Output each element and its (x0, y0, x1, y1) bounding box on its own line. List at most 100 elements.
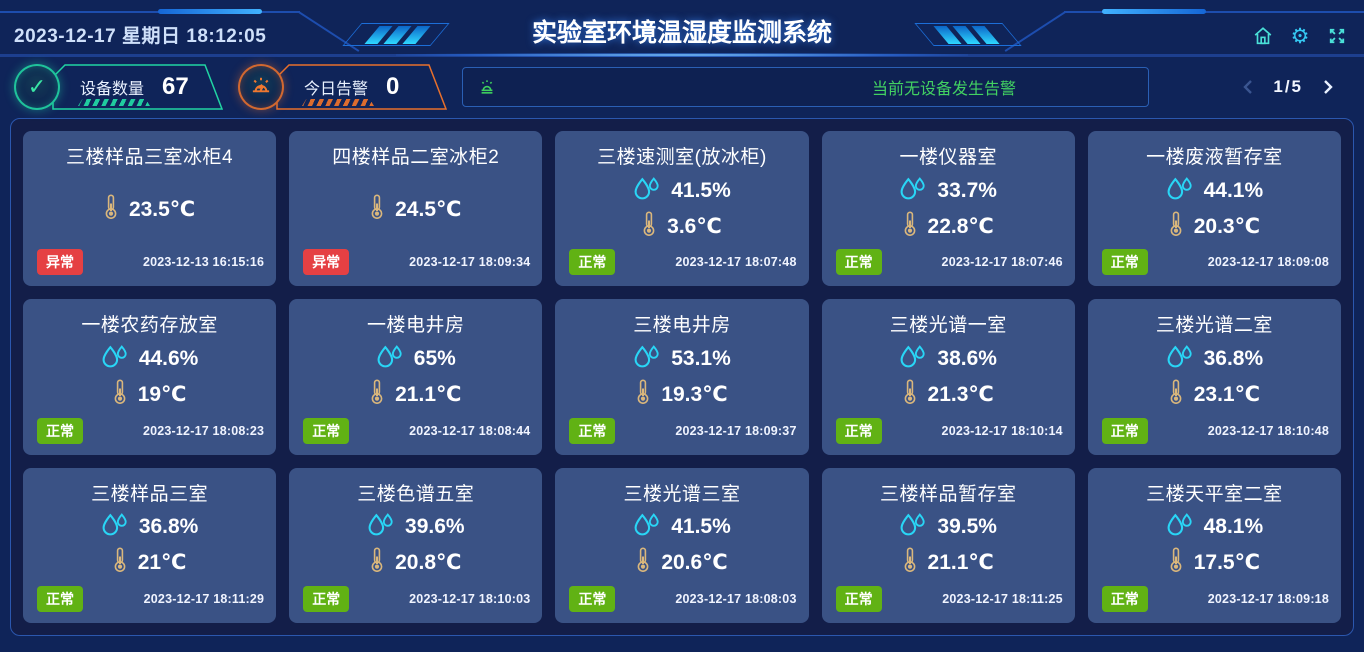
device-card[interactable]: 一楼电井房 65% (289, 299, 543, 455)
siren-icon (238, 64, 284, 110)
humidity-value: 41.5% (671, 178, 731, 202)
page-indicator: 1/5 (1273, 77, 1303, 96)
device-count-box: 设备数量 67 (52, 64, 224, 110)
device-card[interactable]: 三楼速测室(放冰柜) 41.5% (555, 131, 809, 287)
room-name: 三楼样品暂存室 (879, 483, 1017, 505)
device-card[interactable]: 三楼样品暂存室 39.5% (821, 467, 1075, 623)
humidity-reading: 65% (289, 345, 542, 373)
current-datetime: 2023-12-17 星期日 18:12:05 (14, 26, 267, 47)
humidity-reading: 39.6% (289, 513, 542, 541)
fullscreen-icon[interactable] (1326, 25, 1348, 47)
thermometer-icon (113, 379, 127, 410)
humidity-icon (367, 513, 394, 541)
gear-icon[interactable]: ⚙ (1290, 24, 1310, 48)
card-footer: 正常 2023-12-17 18:10:14 (822, 417, 1075, 455)
status-badge: 正常 (835, 249, 882, 276)
temperature-value: 20.3℃ (1193, 214, 1261, 238)
card-readings: 41.5% 3.6℃ (555, 169, 808, 249)
status-badge: 正常 (37, 585, 83, 612)
device-card[interactable]: 三楼色谱五室 39.6% (289, 467, 543, 623)
room-name: 三楼光谱二室 (1155, 315, 1273, 337)
card-footer: 正常 2023-12-17 18:10:03 (289, 585, 542, 623)
pagination: 1/5 (1163, 77, 1348, 97)
alarm-today-label: 今日告警 (304, 81, 369, 98)
card-readings: 23.5℃ (23, 169, 276, 249)
humidity-reading: 44.6% (23, 345, 276, 373)
temperature-value: 17.5℃ (1193, 551, 1261, 575)
thermometer-icon (903, 547, 917, 578)
status-badge: 正常 (1101, 417, 1148, 444)
humidity-reading: 48.1% (1088, 513, 1341, 541)
update-timestamp: 2023-12-17 18:09:08 (1207, 255, 1329, 270)
card-grid: 三楼样品三室冰柜4 23.5℃ 异常 2023-12-13 16:15:16 四 (23, 131, 1341, 623)
humidity-icon (101, 345, 128, 373)
temperature-reading: 21.1℃ (289, 379, 542, 410)
status-badge: 正常 (835, 417, 882, 444)
card-footer: 正常 2023-12-17 18:09:18 (1088, 585, 1341, 623)
alert-siren-icon (477, 77, 497, 97)
temperature-value: 19℃ (137, 382, 187, 406)
device-card[interactable]: 三楼光谱三室 41.5% (555, 467, 809, 623)
temperature-reading: 19℃ (23, 379, 276, 410)
card-footer: 正常 2023-12-17 18:09:37 (555, 417, 808, 455)
update-timestamp: 2023-12-17 18:11:25 (942, 591, 1063, 606)
humidity-reading: 36.8% (23, 513, 276, 541)
thermometer-icon (1169, 211, 1183, 242)
chevron-left-icon[interactable] (1240, 78, 1256, 96)
temperature-value: 21.1℃ (927, 551, 994, 575)
temperature-value: 3.6℃ (667, 214, 722, 238)
temperature-value: 23.1℃ (1193, 382, 1261, 406)
temperature-reading: 21.1℃ (822, 547, 1075, 578)
card-footer: 异常 2023-12-17 18:09:34 (289, 249, 542, 286)
room-name: 三楼样品三室冰柜4 (66, 147, 234, 168)
check-circle-icon: ✓ (14, 64, 60, 110)
device-card[interactable]: 一楼仪器室 33.7% (821, 131, 1075, 287)
device-card[interactable]: 四楼样品二室冰柜2 24.5℃ 异常 2023-12-17 18:09:34 (289, 131, 543, 287)
device-card[interactable]: 三楼光谱一室 38.6% (821, 299, 1075, 455)
thermometer-icon (370, 194, 384, 225)
thermometer-icon (903, 379, 917, 410)
room-name: 一楼农药存放室 (81, 315, 218, 337)
device-card[interactable]: 三楼样品三室冰柜4 23.5℃ 异常 2023-12-13 16:15:16 (23, 131, 277, 287)
thermometer-icon (636, 547, 650, 578)
app-header: 2023-12-17 星期日 18:12:05 实验室环境温湿度监测系统 ⚙ (0, 0, 1364, 57)
device-card[interactable]: 三楼样品三室 36.8% (23, 467, 277, 623)
status-badge: 正常 (835, 585, 882, 612)
alarm-today-stat: 今日告警 0 (238, 64, 448, 110)
update-timestamp: 2023-12-17 18:08:23 (142, 423, 265, 438)
room-name: 一楼电井房 (367, 315, 465, 337)
device-count-label: 设备数量 (80, 81, 145, 98)
thermometer-icon (370, 379, 384, 410)
humidity-value: 48.1% (1203, 515, 1264, 539)
temperature-value: 21℃ (137, 551, 187, 575)
card-footer: 正常 2023-12-17 18:08:44 (289, 417, 542, 455)
device-card[interactable]: 一楼废液暂存室 44.1% (1087, 131, 1341, 287)
device-card[interactable]: 三楼电井房 53.1% (555, 299, 809, 455)
humidity-icon (899, 176, 926, 205)
humidity-icon (1166, 176, 1193, 205)
humidity-icon (633, 345, 660, 373)
card-readings: 39.5% 21.1℃ (822, 506, 1075, 586)
room-name: 一楼仪器室 (899, 147, 997, 168)
temperature-value: 20.6℃ (661, 551, 728, 575)
temperature-reading: 17.5℃ (1088, 547, 1341, 578)
temperature-reading: 21℃ (23, 547, 276, 578)
header-divider-glow (395, 53, 969, 57)
card-readings: 44.1% 20.3℃ (1088, 169, 1341, 249)
status-badge: 异常 (37, 249, 83, 276)
status-badge: 正常 (37, 417, 83, 444)
humidity-value: 38.6% (937, 347, 997, 371)
card-readings: 65% 21.1℃ (289, 337, 542, 417)
home-icon[interactable] (1252, 25, 1274, 47)
device-card[interactable]: 一楼农药存放室 44.6% (23, 299, 277, 455)
chevron-right-icon[interactable] (1320, 78, 1336, 96)
device-card[interactable]: 三楼天平室二室 48.1% (1087, 467, 1341, 623)
card-footer: 正常 2023-12-17 18:08:03 (555, 585, 808, 623)
card-readings: 44.6% 19℃ (23, 337, 276, 417)
humidity-icon (1166, 513, 1193, 541)
card-footer: 异常 2023-12-13 16:15:16 (23, 249, 276, 286)
room-name: 三楼光谱一室 (889, 315, 1007, 337)
card-readings: 24.5℃ (289, 169, 542, 249)
device-card[interactable]: 三楼光谱二室 36.8% (1087, 299, 1341, 455)
card-readings: 38.6% 21.3℃ (822, 337, 1075, 417)
